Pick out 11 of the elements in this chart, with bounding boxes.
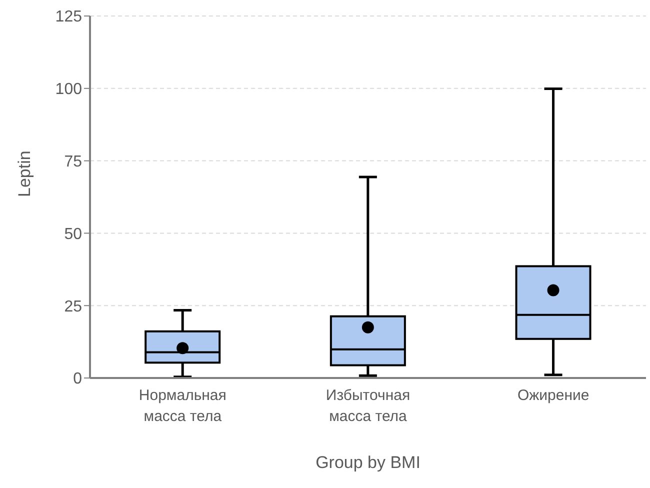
y-tick-label: 100 bbox=[55, 81, 82, 98]
x-tick-label: Ожирение bbox=[517, 387, 590, 404]
x-axis-title: Group by BMI bbox=[316, 453, 420, 472]
x-tick-label: Нормальная масса тела bbox=[138, 387, 226, 425]
y-axis-title: Leptin bbox=[15, 150, 34, 197]
y-tick-label: 25 bbox=[64, 298, 82, 316]
y-tick-label: 50 bbox=[64, 226, 82, 243]
y-tick-label: 125 bbox=[55, 8, 82, 26]
y-tick-label: 75 bbox=[64, 153, 82, 170]
y-tick-label: 0 bbox=[73, 370, 82, 388]
x-tick-label: Избыточная масса тела bbox=[326, 387, 410, 425]
